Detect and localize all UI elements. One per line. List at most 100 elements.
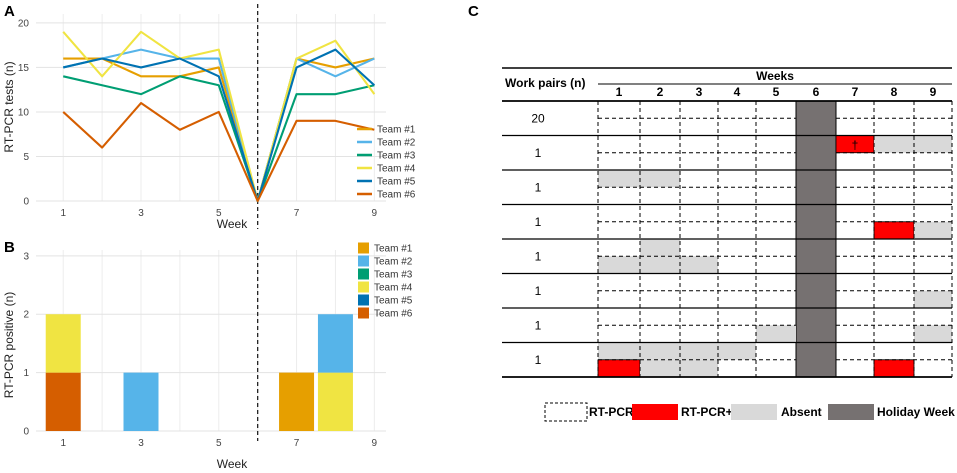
work-pairs-value: 1 [535,215,542,229]
legend-label: Team #6 [377,190,416,201]
cell-absent [680,359,718,377]
bar-week7-Team1 [279,372,315,431]
legend-label: Team #5 [377,177,416,188]
cell-absent [756,325,796,343]
work-pairs-value: 1 [535,353,542,367]
legend-swatch [358,255,369,267]
legend-swatch [358,268,369,280]
cell-absent [680,256,718,274]
y-tick-label: 2 [23,310,29,321]
legend-label: Team #3 [377,151,416,162]
x-tick-label: 9 [372,208,378,219]
bar-week3-Team2 [123,372,159,431]
week-col-header: 3 [696,85,703,99]
y-tick-label: 20 [18,18,30,29]
work-pairs-value: 1 [535,284,542,298]
legend-swatch [358,242,369,254]
legend-swatch-absent [731,404,777,420]
work-pairs-value: 1 [535,249,542,263]
week-col-header: 7 [852,85,859,99]
work-pairs-value: 1 [535,318,542,332]
week-col-header: 9 [930,85,937,99]
panel-label-a: A [4,3,15,20]
legend-label: Team #5 [374,296,413,307]
week-col-header: 1 [616,85,623,99]
y-tick-label: 1 [23,368,29,379]
bar-week1-Team6 [45,372,81,431]
y-tick-label: 10 [18,107,30,118]
y-tick-label: 15 [18,63,30,74]
cell-absent [874,135,914,153]
legend-label: Team #3 [374,270,413,281]
x-tick-label: 5 [216,438,222,449]
week-col-header: 5 [773,85,780,99]
series-line-Team1 [63,57,375,203]
chart-b-xlabel: Week [217,457,248,471]
legend-label-negative: RT-PCR- [589,405,638,419]
legend-swatch [358,294,369,306]
y-tick-label: 5 [23,152,29,163]
cell-absent [640,256,680,274]
legend-label-holiday: Holiday Week [877,405,955,419]
cell-absent [640,359,680,377]
week-col-header: 4 [734,85,741,99]
legend-swatch-positive [632,404,678,420]
legend-label: Team #2 [377,138,416,149]
week-col-header: 2 [657,85,664,99]
x-tick-label: 3 [138,208,144,219]
cell-positive [597,359,641,378]
week-col-header: 8 [891,85,898,99]
legend-swatch [358,281,369,293]
series-line-Team3 [62,75,375,203]
bar-chart-positives: Week RT-PCR positive (n) 0 1 2 3 1 3 5 7 9 Team #… [2,242,413,471]
work-pairs-value: 1 [535,146,542,160]
cell-absent [640,239,680,257]
legend-swatch-holiday [828,404,874,420]
cell-absent [598,342,640,360]
line-chart-tests: Week RT-PCR tests (n) 0 5 10 15 20 1 3 5 7 9 Team … [2,4,416,231]
legend-swatch-negative [544,402,588,422]
chart-a-xlabel: Week [217,217,248,231]
x-tick-label: 3 [138,438,144,449]
x-tick-label: 5 [216,208,222,219]
legend-label-positive: RT-PCR+ [681,405,733,419]
legend-label: Team #1 [377,125,416,136]
cell-absent [914,135,952,153]
cell-absent [640,342,680,360]
x-tick-label: 1 [60,438,66,449]
series-line-Team5 [62,48,376,203]
table-row-header: Work pairs (n) [505,76,585,90]
x-tick-label: 7 [294,208,300,219]
cell-absent [718,342,756,360]
table-weeks-header: Weeks [756,69,794,83]
series-line-Team6 [62,101,375,203]
bar-week8-Team2 [317,314,353,373]
work-pairs-value: 20 [531,111,545,125]
work-pairs-value: 1 [535,180,542,194]
legend-label: Team #6 [374,309,413,320]
work-pairs-table: Work pairs (n) Weeks 1 2 3 4 5 6 7 8 9 † 20 1 1 1 1 1 1 1… [502,67,955,422]
y-tick-label: 3 [23,251,29,262]
cell-positive [873,221,915,240]
cell-absent [640,170,680,188]
cell-absent [914,290,952,308]
x-tick-label: 1 [60,208,66,219]
series-line-Team2 [62,48,375,203]
cell-absent [598,256,640,274]
legend-label-absent: Absent [781,405,822,419]
bar-week8-Team4 [317,372,353,431]
legend-label: Team #4 [374,283,413,294]
week-col-header: 6 [813,85,820,99]
y-tick-label: 0 [23,197,29,208]
x-tick-label: 7 [294,438,300,449]
panel-label-b: B [4,239,15,256]
dagger-mark: † [852,138,859,152]
y-tick-label: 0 [23,427,29,438]
panel-label-c: C [468,3,479,20]
cell-absent [914,221,952,239]
cell-absent [680,342,718,360]
legend-label: Team #1 [374,244,413,255]
cell-positive [873,359,915,378]
legend-swatch [358,307,369,319]
